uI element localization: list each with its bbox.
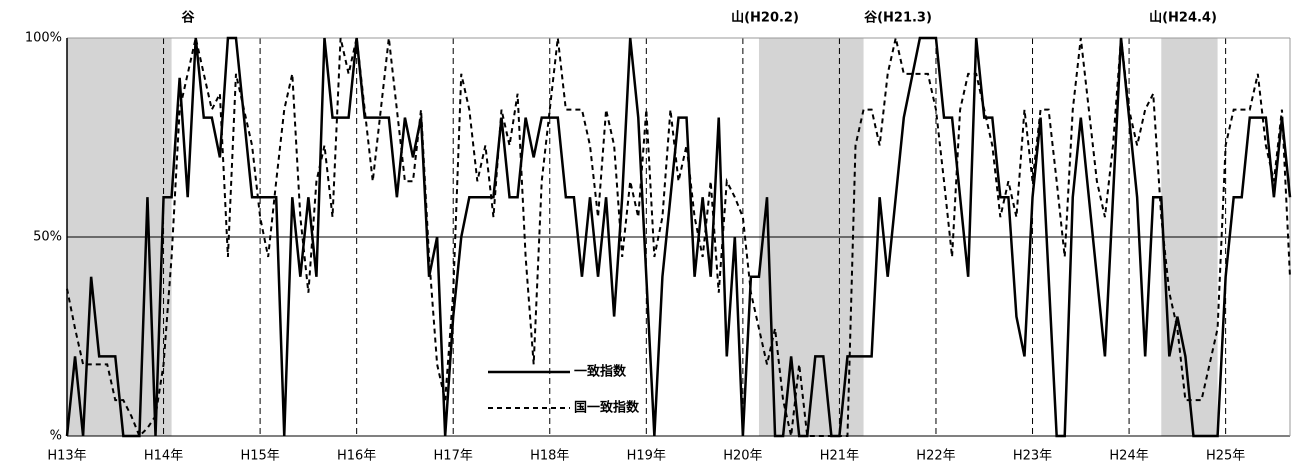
x-tick-label: H14年: [144, 449, 183, 464]
x-tick-label: H17年: [434, 449, 473, 464]
x-tick-label: H22年: [916, 449, 955, 464]
y-tick-label: 50%: [33, 230, 62, 245]
x-tick-label: H21年: [820, 449, 859, 464]
annotation: 山(H20.2): [731, 10, 799, 26]
x-tick-label: H23年: [1013, 449, 1052, 464]
x-tick-label: H15年: [240, 449, 279, 464]
annotation: 谷: [181, 10, 195, 26]
annotation: 谷(H21.3): [864, 10, 932, 26]
x-tick-label: H13年: [47, 449, 86, 464]
x-tick-label: H18年: [530, 449, 569, 464]
x-tick-label: H20年: [723, 449, 762, 464]
legend-label: 一致指数: [574, 364, 627, 380]
y-tick-label: 100%: [25, 31, 62, 46]
x-tick-label: H25年: [1206, 449, 1245, 464]
x-tick-label: H24年: [1109, 449, 1148, 464]
annotation: 山(H24.4): [1149, 10, 1217, 26]
y-tick-label: %: [50, 429, 62, 444]
x-tick-label: H19年: [627, 449, 666, 464]
series-line: [65, 36, 1292, 438]
x-tick-label: H16年: [337, 449, 376, 464]
legend-label: 国一致指数: [574, 400, 640, 416]
